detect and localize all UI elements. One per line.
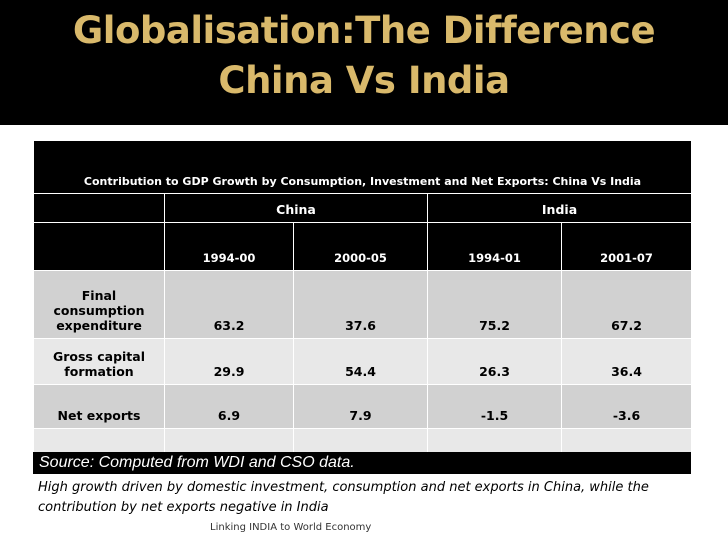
table-cell: 54.4 [293, 338, 428, 385]
table-row: Gross capital formation 29.9 54.4 26.3 3… [33, 338, 693, 385]
table-cell: 37.6 [293, 270, 428, 339]
title-line-1: Globalisation:The Difference [72, 9, 656, 52]
slide-title: Globalisation:The Difference China Vs In… [0, 6, 728, 106]
table-cell: 6.9 [164, 384, 294, 429]
table-cell: 7.9 [293, 384, 428, 429]
table-cell: 29.9 [164, 338, 294, 385]
empty-header-cell [33, 222, 165, 271]
country-header-china: China [164, 193, 428, 223]
row-label: Net exports [33, 384, 165, 429]
row-label: Gross capital formation [33, 338, 165, 385]
table-cell: -3.6 [560, 384, 693, 429]
gdp-contribution-table: Contribution to GDP Growth by Consumptio… [32, 140, 693, 475]
table-cell: 63.2 [164, 270, 294, 339]
table-cell: 26.3 [427, 338, 562, 385]
table-row: Final consumption expenditure 63.2 37.6 … [33, 270, 693, 339]
slide-footer: Linking INDIA to World Economy [210, 522, 372, 533]
source-note: Source: Computed from WDI and CSO data. [33, 452, 691, 474]
table-row: Net exports 6.9 7.9 -1.5 -3.6 [33, 384, 693, 429]
country-header-india: India [426, 193, 693, 223]
table-cell: 36.4 [560, 338, 693, 385]
table-caption: Contribution to GDP Growth by Consumptio… [32, 140, 693, 194]
table-caption-row: Contribution to GDP Growth by Consumptio… [32, 140, 693, 194]
country-header-row: China India [33, 193, 693, 223]
period-header: 2001-07 [560, 222, 693, 271]
period-header-row: 1994-00 2000-05 1994-01 2001-07 [33, 222, 693, 271]
title-band [0, 0, 728, 125]
title-line-2: China Vs India [218, 59, 510, 102]
table-cell: 67.2 [560, 270, 693, 339]
period-header: 1994-01 [427, 222, 562, 271]
table-cell: 75.2 [427, 270, 562, 339]
period-header: 1994-00 [164, 222, 294, 271]
summary-note: High growth driven by domestic investmen… [38, 480, 649, 515]
table-cell: -1.5 [427, 384, 562, 429]
period-header: 2000-05 [293, 222, 428, 271]
empty-header-cell [33, 193, 165, 223]
row-label: Final consumption expenditure [33, 270, 165, 339]
